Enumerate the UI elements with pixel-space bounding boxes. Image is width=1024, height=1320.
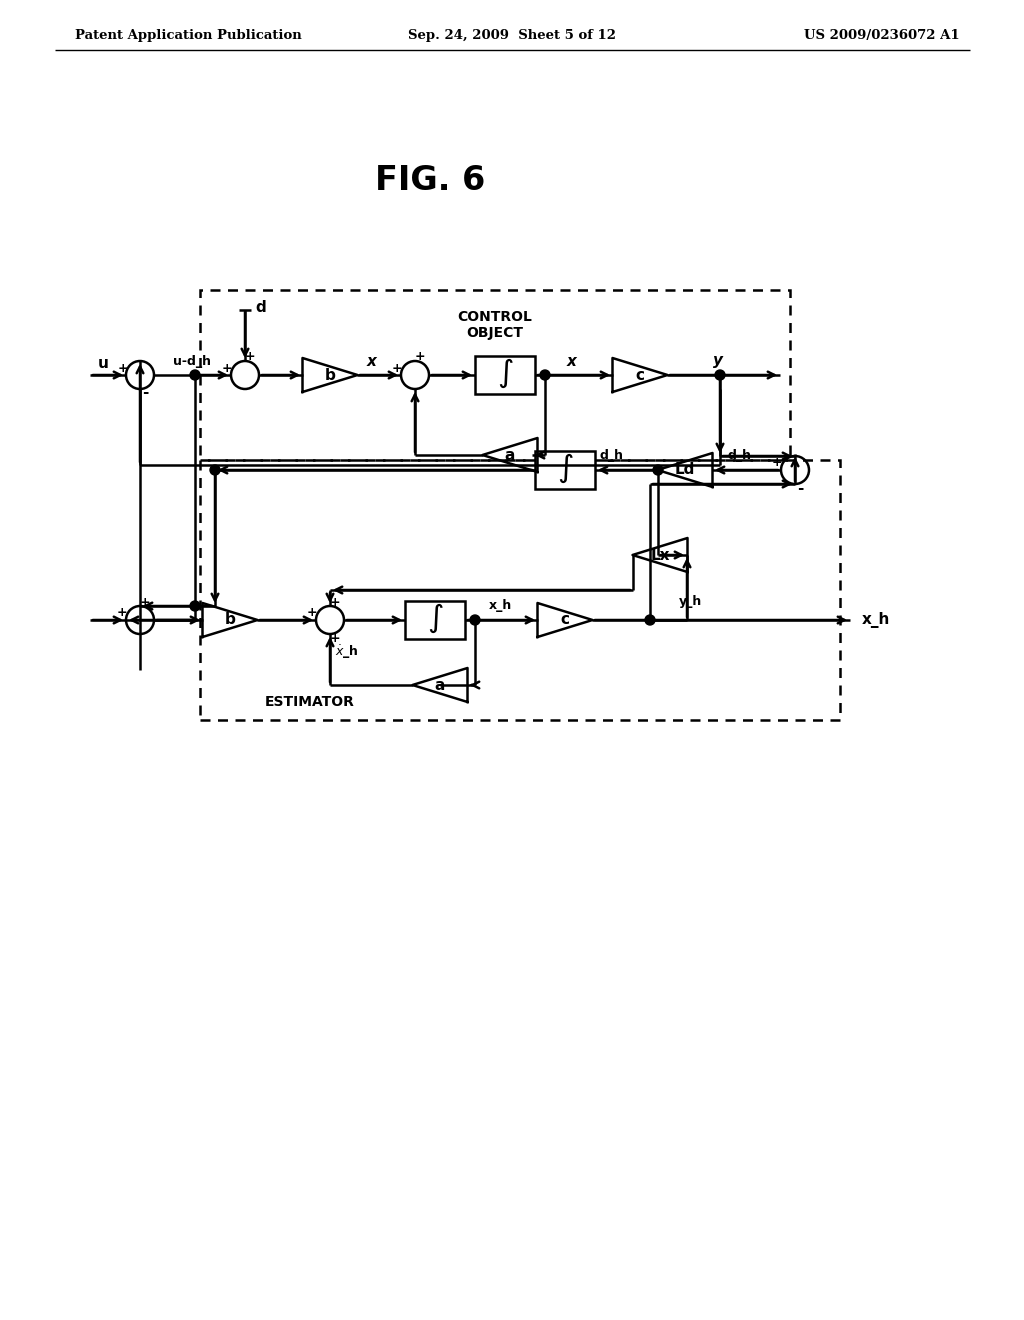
Text: b: b — [224, 612, 236, 627]
Text: a: a — [505, 447, 515, 462]
Text: Patent Application Publication: Patent Application Publication — [75, 29, 302, 41]
Text: $\dot{x}$_h: $\dot{x}$_h — [335, 643, 358, 661]
Text: x_h: x_h — [862, 612, 891, 628]
Text: c: c — [560, 612, 569, 627]
Text: +: + — [245, 351, 255, 363]
Text: +: + — [306, 606, 317, 619]
Text: d_h: d_h — [728, 450, 752, 462]
Text: +: + — [772, 455, 782, 469]
Text: CONTROL
OBJECT: CONTROL OBJECT — [458, 310, 532, 341]
Text: +: + — [415, 351, 425, 363]
Text: y: y — [713, 354, 723, 368]
Text: d: d — [255, 300, 266, 314]
Text: $\int$: $\int$ — [427, 602, 443, 635]
Text: b: b — [325, 367, 336, 383]
Text: $\int$: $\int$ — [497, 356, 513, 389]
Text: +: + — [330, 631, 340, 644]
Text: +: + — [392, 362, 402, 375]
Bar — [475, 356, 535, 393]
Text: u: u — [98, 355, 109, 371]
Text: d_h: d_h — [599, 450, 623, 462]
Circle shape — [470, 615, 480, 624]
Text: +: + — [117, 606, 127, 619]
Text: x: x — [367, 354, 377, 368]
Text: -: - — [141, 384, 148, 400]
Text: Lx: Lx — [650, 548, 670, 562]
Text: +: + — [139, 595, 151, 609]
Text: x_h: x_h — [488, 599, 512, 612]
Text: -: - — [797, 480, 803, 495]
Text: x: x — [567, 354, 577, 368]
Text: Ld: Ld — [675, 462, 695, 478]
Text: +: + — [330, 595, 340, 609]
Text: FIG. 6: FIG. 6 — [375, 164, 485, 197]
Text: c: c — [636, 367, 644, 383]
Circle shape — [653, 465, 663, 475]
Circle shape — [645, 615, 655, 624]
Circle shape — [190, 370, 200, 380]
Bar — [406, 601, 465, 639]
Text: ESTIMATOR: ESTIMATOR — [265, 696, 355, 709]
Bar — [535, 451, 595, 488]
Text: +: + — [118, 362, 128, 375]
Circle shape — [190, 601, 200, 611]
Circle shape — [540, 370, 550, 380]
Text: y_h: y_h — [678, 595, 701, 609]
Text: +: + — [221, 362, 232, 375]
Circle shape — [715, 370, 725, 380]
Text: $\int$: $\int$ — [557, 451, 573, 484]
Text: a: a — [435, 677, 445, 693]
Circle shape — [210, 465, 220, 475]
Text: u-d_h: u-d_h — [173, 355, 211, 367]
Text: Sep. 24, 2009  Sheet 5 of 12: Sep. 24, 2009 Sheet 5 of 12 — [408, 29, 616, 41]
Text: US 2009/0236072 A1: US 2009/0236072 A1 — [805, 29, 961, 41]
